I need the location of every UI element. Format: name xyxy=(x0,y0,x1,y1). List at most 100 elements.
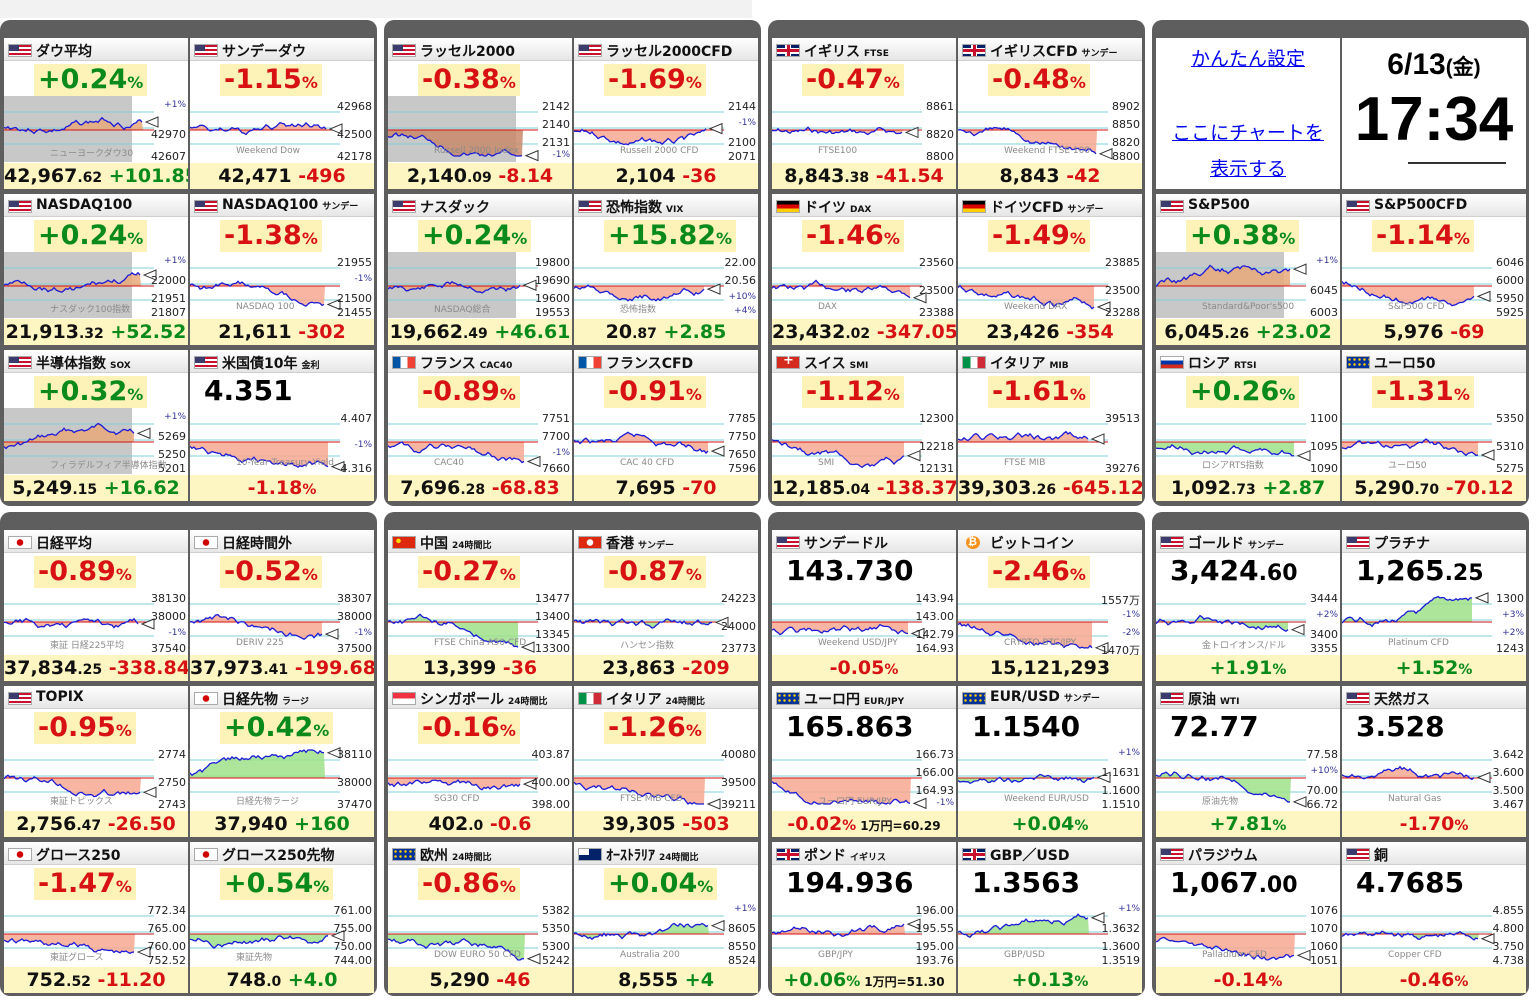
market-tile[interactable]: 日経平均 -0.89% 38130 38000 -1% 37540 東証 日経225平均 37… xyxy=(4,530,188,681)
market-tile[interactable]: イギリスCFD サンデー -0.48% 8902 8850 8820 8800 Weekend… xyxy=(958,38,1142,189)
intraday-chart xyxy=(1342,267,1492,307)
market-tile[interactable]: 米国債10年 金利 4.351 4.407 -1% 4.316 10-Year Treasu… xyxy=(190,350,374,501)
market-tile[interactable]: イタリア MIB -1.61% 39513 39276 FTSE MIB 39,303.26… xyxy=(958,350,1142,501)
change-percent-value: +0.42 xyxy=(224,712,314,743)
market-tile[interactable]: 恐怖指数 VIX +15.82% 22.00 20.56 +10% +4% 恐怖指数 20.87… xyxy=(574,194,758,345)
axis-label: 24223 xyxy=(721,592,756,605)
axis-label: 755.00 xyxy=(333,922,373,935)
axis-label: 8800 xyxy=(1112,150,1140,163)
tile-name-text: 米国債10年 xyxy=(222,356,298,372)
axis-label: 403.87 xyxy=(531,748,571,761)
axis-label: 19690 xyxy=(535,274,570,287)
footer-change: -41.54 xyxy=(869,165,944,187)
market-tile[interactable]: シンガポール 24時間比 -0.16% 403.87 400.00 398.00 SG30 … xyxy=(388,686,572,837)
axis-label: 7650 xyxy=(728,448,756,461)
tile-header: S&P500CFD xyxy=(1342,194,1526,217)
easy-setup-link[interactable]: かんたん設定 xyxy=(1190,48,1305,70)
intraday-chart xyxy=(574,423,725,457)
market-tile[interactable]: イタリア 24時間比 -1.26% 40080 39500 39211 FTSE MIB C… xyxy=(574,686,758,837)
tile-change-percent: +0.54% xyxy=(220,868,334,900)
market-tile[interactable]: 日経時間外 -0.52% 38307 38000 -1% 37500 DERIV 225 37… xyxy=(190,530,374,681)
chart-watermark: NASDAQ 100 xyxy=(236,302,295,312)
price-line xyxy=(772,126,903,136)
footer-change: -26.50 xyxy=(101,813,176,835)
percent-sign: % xyxy=(127,229,144,248)
market-tile[interactable]: ロシア RTSI +0.26% 1100 1095 1090 ロシアRTS指数 1,092.7… xyxy=(1156,350,1340,501)
market-tile[interactable]: ユーロ円 EUR/JPY 165.863 166.73 166.00 164.93 -1% ユ… xyxy=(772,686,956,837)
axis-label: 166.00 xyxy=(915,766,955,779)
market-tile[interactable]: ビットコイン -2.46% 1557万 -1% -2% 1470万 CRYPTO BTC/J… xyxy=(958,530,1142,681)
market-tile[interactable]: ユーロ50 -1.31% 5350 5310 5275 ユーロ50 5,290.70 -70… xyxy=(1342,350,1526,501)
market-tile[interactable]: GBP／USD 1.3563 +1% 1.3632 1.3600 1.3519 GBP/US… xyxy=(958,842,1142,993)
market-tile[interactable]: S&P500CFD -1.14% 6046 6000 5950 5925 S&P500 CF… xyxy=(1342,194,1526,345)
chart-fill xyxy=(574,923,709,940)
market-tile[interactable]: グロース250先物 +0.54% 761.00 755.00 750.00 744.00 東… xyxy=(190,842,374,993)
market-tile[interactable]: EUR/USD サンデー 1.1540 +1% 1.1631 1.1600 1.1510 We… xyxy=(958,686,1142,837)
price-line xyxy=(4,617,139,629)
market-tile[interactable]: NASDAQ100 サンデー -1.38% 21955 -1% 21500 21455 NAS… xyxy=(190,194,374,345)
market-tile[interactable]: スイスSMI-1.12%123001221812131SMI12,185.04 … xyxy=(772,350,956,501)
tile-header: プラチナ xyxy=(1342,530,1526,553)
axis-label: 8800 xyxy=(926,150,954,163)
price-line xyxy=(574,922,709,941)
market-tile[interactable]: ラッセル2000 -0.38% 2142 2140 2131 -1% Russell 200… xyxy=(388,38,572,189)
change-percent-value: -1.12 xyxy=(806,376,884,407)
current-price-marker xyxy=(1096,771,1111,784)
market-tile[interactable]: フランスCFD -0.91% 7785 7750 7650 7596 CAC 40 CFD 7… xyxy=(574,350,758,501)
market-tile[interactable]: ドイツCFD サンデー -1.49% 23885 23500 23288 Weekend D… xyxy=(958,194,1142,345)
market-tile[interactable]: フランス CAC40 -0.89% 7751 7700 -1% 7660 CAC40 7,696… xyxy=(388,350,572,501)
market-tile[interactable]: NASDAQ100 +0.24% +1% 22000 21951 21807 ナスダック10… xyxy=(4,194,188,345)
market-tile[interactable]: 半導体指数 SOX +0.32% +1% 5269 5250 5201 フィラデルフィア半導体… xyxy=(4,350,188,501)
tile-change-percent: -1.26% xyxy=(604,712,706,744)
intraday-chart xyxy=(958,267,1111,313)
axis-label: 38110 xyxy=(337,748,372,761)
axis-label: 4.738 xyxy=(1492,954,1525,967)
market-tile[interactable]: 日経先物 ラージ +0.42% 38110 38000 37470 日経先物ラージ 37,94… xyxy=(190,686,374,837)
market-tile[interactable]: 欧州 24時間比 -0.86% 5382 5350 5300 5242 DOW EURO 50… xyxy=(388,842,572,993)
market-tile[interactable]: イギリス FTSE -0.47% 8861 8820 8800 FTSE100 8,843.3… xyxy=(772,38,956,189)
footer-price: 752 xyxy=(26,969,67,991)
market-tile[interactable]: ドイツ DAX -1.46% 23560 23500 23388 DAX 23,432.02 … xyxy=(772,194,956,345)
market-tile[interactable]: 原油 WTI 72.77 77.58 +10% 70.00 66.72 原油先物 +7.81% xyxy=(1156,686,1340,837)
market-tile[interactable]: 香港 サンデー -0.87% 24223 24000 23773 ハンセン指数 23,863 … xyxy=(574,530,758,681)
axis-label: 744.00 xyxy=(333,954,373,967)
axis-label: 6046 xyxy=(1496,256,1524,269)
market-tile[interactable]: ラッセル2000CFD -1.69% 2144 -1% 2100 2071 Russell … xyxy=(574,38,758,189)
tile-subname: CAC40 xyxy=(479,361,513,371)
market-tile[interactable]: サンデードル 143.730 143.94 143.00 142.79 164.93 Wee… xyxy=(772,530,956,681)
market-tile[interactable]: ダウ平均 +0.24% +1% 42970 42607 ニューヨークダウ30 42,967.… xyxy=(4,38,188,189)
footer-change: +101.85 xyxy=(108,165,188,187)
market-tile[interactable]: 銅 4.7685 4.855 4.800 3.750 4.738 Copper CFD -0.… xyxy=(1342,842,1526,993)
market-tile[interactable]: パラジウム 1,067.00 1076 1070 1060 1051 Palladium C… xyxy=(1156,842,1340,993)
market-tile[interactable]: 中国 24時間比 -0.27% 13477 13400 13345 13300 FTSE Ch… xyxy=(388,530,572,681)
tile-name-text: ロシア xyxy=(1188,356,1230,372)
market-tile[interactable]: ポンド イギリス 194.936 196.00 195.55 195.00 193.76 GB… xyxy=(772,842,956,993)
flag-btc-icon xyxy=(966,535,980,549)
footer-price: 5,976 xyxy=(1383,321,1444,343)
market-tile[interactable]: S&P500 +0.38% +1% 6045 6003 Standard&Poor's50… xyxy=(1156,194,1340,345)
intraday-chart xyxy=(388,915,541,965)
tile-change-percent: -1.31% xyxy=(1372,376,1474,408)
clock-time: 17:34 xyxy=(1354,85,1514,154)
market-tile[interactable]: ゴールド サンデー 3,424.60 3444 +2% 3400 3355 金トロイオンス/ド… xyxy=(1156,530,1340,681)
tile-subname: 金利 xyxy=(301,361,320,371)
market-tile[interactable]: プラチナ 1,265.25 1300 +3% +2% 1243 Platinum CFD +1… xyxy=(1342,530,1526,681)
tile-change-percent: +0.38% xyxy=(1186,220,1300,252)
intraday-chart xyxy=(772,603,925,640)
tile-name: ドイツCFD サンデー xyxy=(990,197,1103,217)
market-tile[interactable]: ナスダック +0.24% 19800 19690 19600 19553 NASDAQ総合 1… xyxy=(388,194,572,345)
change-percent-value: +0.24 xyxy=(38,64,128,95)
tile-change-percent: -0.52% xyxy=(220,556,322,588)
market-tile[interactable]: サンデーダウ -1.15% 42968 42500 42178 Weekend Dow 42… xyxy=(190,38,374,189)
tile-footer: -0.02% 1万円=60.29 xyxy=(772,811,956,837)
market-tile[interactable]: 天然ガス 3.528 3.642 3.600 3.500 3.467 Natural Gas… xyxy=(1342,686,1526,837)
show-chart-link[interactable]: ここにチャートを 表示する xyxy=(1156,115,1340,187)
market-tile[interactable]: グロース250 -1.47% 772.34 765.00 760.00 752.52 東証グ… xyxy=(4,842,188,993)
market-tile[interactable]: TOPIX -0.95% 2774 2750 2743 東証トピックス 2,756.47 -… xyxy=(4,686,188,837)
market-tile[interactable]: ｵｰｽﾄﾗﾘｱ 24時間比 +0.04% +1% 8605 8550 8524 Austral… xyxy=(574,842,758,993)
flag-eu-icon xyxy=(392,848,416,861)
footer-price: 5,290 xyxy=(1354,477,1415,499)
axis-label: +1% xyxy=(1316,256,1338,266)
axis-label: 42500 xyxy=(337,128,372,141)
footer-change: -338.84 xyxy=(102,657,188,679)
